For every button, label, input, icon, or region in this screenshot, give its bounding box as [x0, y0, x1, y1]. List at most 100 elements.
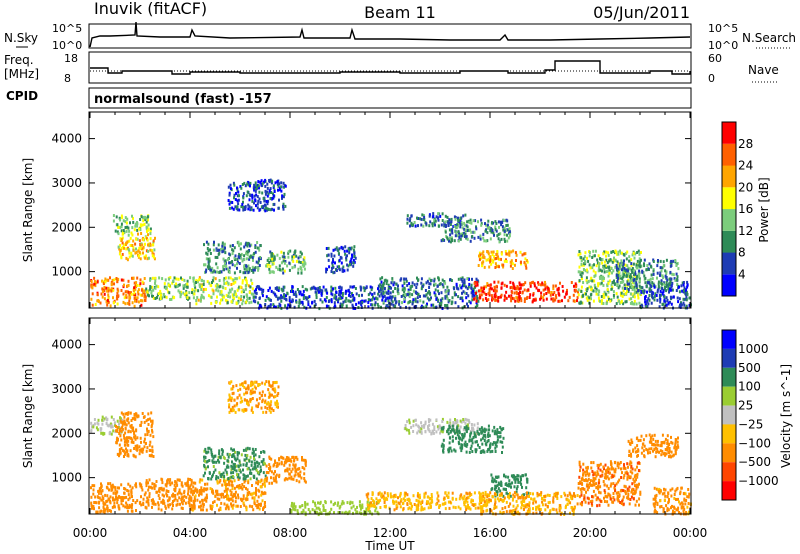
- echo-cell: [399, 505, 402, 509]
- echo-cell: [176, 499, 179, 503]
- echo-cell: [342, 501, 345, 505]
- echo-cell: [215, 247, 218, 251]
- echo-cell: [250, 382, 252, 386]
- echo-cell: [416, 296, 419, 300]
- echo-cell: [286, 292, 289, 296]
- echo-cell: [242, 192, 245, 196]
- echo-cell: [475, 277, 478, 281]
- echo-cell: [480, 286, 483, 290]
- echo-cell: [242, 200, 244, 204]
- echo-cell: [494, 289, 497, 293]
- echo-cell: [91, 285, 94, 289]
- echo-cell: [239, 298, 242, 302]
- echo-cell: [124, 302, 127, 306]
- echo-cell: [191, 508, 194, 512]
- echo-cell: [116, 287, 119, 291]
- echo-cell: [222, 278, 225, 282]
- echo-cell: [267, 257, 270, 261]
- echo-cell: [215, 301, 218, 305]
- echo-cell: [638, 257, 641, 261]
- echo-cell: [223, 479, 225, 483]
- echo-cell: [669, 281, 672, 285]
- echo-cell: [674, 259, 677, 262]
- echo-cell: [450, 217, 453, 221]
- echo-cell: [111, 278, 114, 282]
- echo-cell: [383, 287, 386, 290]
- echo-cell: [222, 249, 225, 253]
- echo-cell: [652, 260, 655, 263]
- echo-cell: [667, 301, 670, 305]
- echo-cell: [273, 395, 275, 399]
- echo-cell: [123, 420, 126, 424]
- echo-cell: [444, 214, 447, 218]
- echo-cell: [416, 276, 418, 280]
- echo-cell: [174, 494, 177, 497]
- echo-cell: [149, 440, 152, 444]
- echo-cell: [447, 292, 450, 296]
- echo-cell: [157, 285, 160, 289]
- echo-cell: [145, 220, 148, 224]
- echo-cell: [594, 273, 597, 277]
- echo-cell: [141, 280, 144, 284]
- echo-cell: [665, 296, 668, 300]
- echo-cell: [463, 494, 466, 498]
- echo-cell: [625, 251, 628, 255]
- echo-cell: [563, 295, 566, 299]
- echo-cell: [255, 291, 258, 295]
- echo-cell: [203, 449, 206, 453]
- echo-cell: [123, 487, 126, 490]
- echo-cell: [135, 247, 137, 251]
- echo-cell: [362, 286, 365, 290]
- echo-cell: [466, 500, 469, 504]
- echo-cell: [352, 248, 355, 252]
- echo-cell: [114, 229, 117, 233]
- echo-cell: [227, 282, 230, 286]
- echo-cell: [125, 295, 128, 299]
- echo-cell: [271, 197, 274, 200]
- echo-cell: [556, 288, 559, 292]
- echo-cell: [330, 252, 333, 256]
- echo-cell: [294, 292, 297, 296]
- echo-cell: [259, 480, 262, 484]
- echo-cell: [131, 438, 134, 442]
- echo-cell: [385, 291, 388, 295]
- echo-cell: [236, 485, 238, 489]
- echo-cell: [141, 243, 144, 247]
- echo-cell: [124, 427, 127, 431]
- echo-cell: [220, 495, 223, 499]
- echo-cell: [304, 505, 307, 509]
- echo-cell: [607, 251, 610, 255]
- echo-cell: [136, 237, 139, 241]
- echo-cell: [231, 506, 234, 510]
- echo-cell: [243, 398, 246, 402]
- nsky-panel: N.Sky 10^5 10^0 10^5 10^0 N.Search: [4, 21, 796, 52]
- echo-cell: [268, 467, 270, 470]
- echo-cell: [343, 511, 346, 515]
- echo-cell: [457, 295, 460, 299]
- echo-cell: [272, 291, 275, 295]
- echo-cell: [450, 501, 453, 505]
- echo-cell: [122, 229, 125, 232]
- echo-cell: [346, 501, 349, 505]
- echo-cell: [152, 288, 155, 292]
- echo-cell: [309, 287, 312, 291]
- echo-cell: [274, 286, 277, 290]
- echo-cell: [669, 295, 672, 299]
- echo-cell: [562, 289, 565, 293]
- echo-cell: [116, 436, 119, 440]
- echo-cell: [286, 477, 289, 481]
- echo-cell: [338, 265, 340, 269]
- echo-cell: [257, 180, 260, 184]
- echo-cell: [475, 299, 478, 303]
- echo-cell: [455, 231, 458, 235]
- echo-cell: [224, 251, 227, 255]
- echo-cell: [475, 225, 477, 229]
- echo-cell: [140, 483, 143, 487]
- echo-cell: [473, 281, 476, 285]
- echo-cell: [151, 449, 154, 453]
- echo-cell: [338, 247, 341, 251]
- echo-cell: [224, 507, 227, 511]
- echo-cell: [681, 281, 684, 285]
- echo-cell: [227, 505, 230, 509]
- echo-cell: [346, 254, 348, 258]
